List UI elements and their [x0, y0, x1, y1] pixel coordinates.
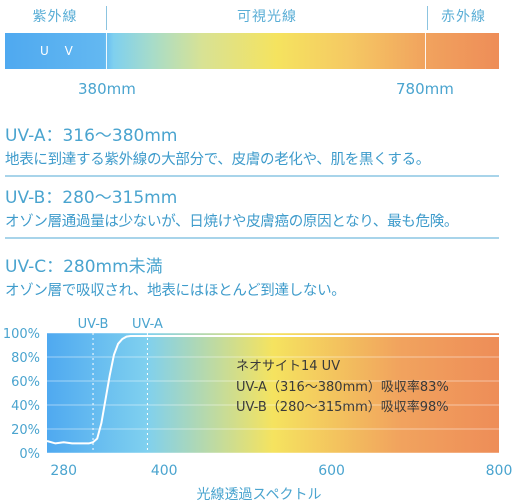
- uv-label: U V: [40, 44, 79, 58]
- y-tick-label: 0%: [19, 447, 40, 462]
- spectrum-band-labels: 紫外線 可視光線 赤外線: [5, 4, 499, 30]
- y-tick-label: 40%: [11, 399, 40, 414]
- y-tick-label: 80%: [11, 351, 40, 366]
- x-tick-label: 280: [50, 463, 77, 479]
- annotation-line-2: UV-B（280～315mm）吸収率98%: [236, 399, 449, 415]
- grid-lines: [47, 332, 499, 454]
- annotation-title: ネオサイト14 UV: [236, 359, 340, 374]
- annotation-line-1: UV-A（316～380mm）吸収率83%: [236, 379, 449, 395]
- y-tick-labels: 0% 20% 40% 60% 80% 100%: [3, 327, 40, 462]
- uvc-description: オゾン層で吸収され、地表にはほとんど到達しない。: [5, 283, 346, 299]
- spectrum-divider: [425, 33, 426, 69]
- x-tick-label: 800: [486, 463, 513, 479]
- y-tick-label: 100%: [3, 327, 40, 342]
- transmission-chart: UV-B UV-A 0% 20% 40% 60% 80% 100% 280 400 600 800…: [3, 317, 513, 503]
- violet-label: 紫外線: [32, 9, 78, 25]
- uv-markers: UV-B UV-A: [78, 317, 163, 453]
- uva-description: 地表に到達する紫外線の大部分で、皮膚の老化や、肌を黒くする。: [5, 152, 430, 168]
- section-divider: [5, 237, 499, 239]
- marker-label: UV-A: [132, 317, 163, 332]
- x-tick-label: 400: [151, 463, 178, 479]
- uvb-description: オゾン層通過量は少ないが、日焼けや皮膚癌の原因となり、最も危険。: [5, 214, 459, 230]
- marker-label: UV-B: [78, 317, 109, 332]
- plot-area: [47, 333, 499, 453]
- infrared-label: 赤外線: [441, 9, 486, 25]
- spectrum-bar: [5, 33, 499, 69]
- band-divider: [106, 6, 107, 30]
- spectrum-divider: [106, 33, 107, 69]
- uvc-title: UV-C：280mm未満: [5, 257, 163, 277]
- visible-label: 可視光線: [237, 9, 297, 25]
- y-tick-label: 60%: [11, 375, 40, 390]
- x-tick-label: 600: [318, 463, 345, 479]
- x-axis-label: 光線透過スペクトル: [196, 487, 321, 503]
- y-tick-label: 20%: [11, 423, 40, 438]
- wavelength-right: 780mm: [396, 80, 454, 98]
- uvb-title: UV-B：280～315mm: [5, 188, 178, 208]
- wavelength-left: 380mm: [78, 80, 136, 98]
- series-line: [46, 335, 499, 445]
- section-divider: [5, 175, 499, 177]
- uva-title: UV-A：316～380mm: [5, 126, 178, 146]
- x-tick-labels: 280 400 600 800: [50, 463, 512, 479]
- band-divider: [427, 6, 428, 30]
